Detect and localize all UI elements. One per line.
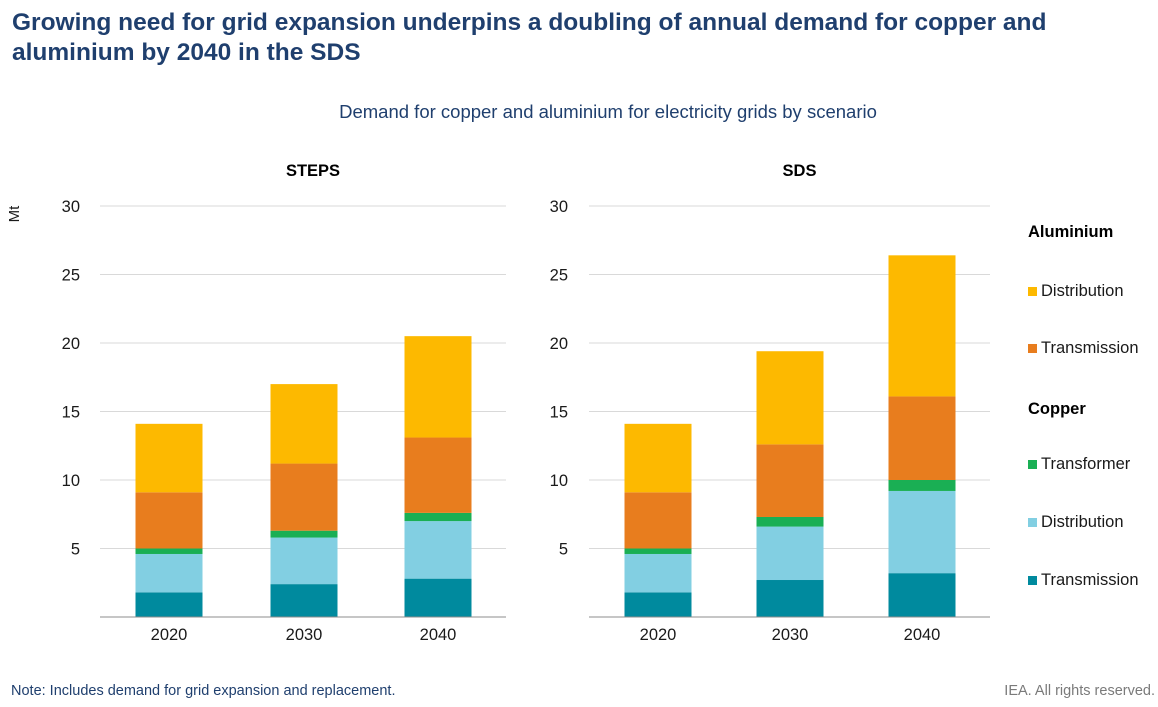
bar-sds-2040-copper-transformer [888,480,956,491]
legend-swatch-copper-transmission [1028,576,1037,585]
y-tick-label: 15 [550,404,568,422]
bar-steps-2030-aluminium-transmission [270,463,338,531]
bar-steps-2020-copper-transformer [135,548,203,554]
bar-sds-2030-copper-distribution [756,526,824,581]
x-tick-label: 2040 [420,626,457,644]
y-tick-label: 20 [550,335,568,353]
bar-steps-2040-copper-transformer [404,512,472,522]
legend-item-copper-transformer: Transformer [1028,455,1130,474]
y-tick-label: 15 [62,404,80,422]
bar-steps-2020-copper-distribution [135,553,203,593]
legend-label: Distribution [1041,513,1124,531]
y-axis-label: Mt [6,205,23,222]
bar-steps-2020-copper-transmission [135,592,203,617]
legend-label: Transformer [1041,455,1131,473]
bar-steps-2040-copper-transmission [404,578,472,617]
x-tick-label: 2020 [640,626,677,644]
x-tick-label: 2030 [286,626,323,644]
legend-swatch-aluminium-transmission [1028,344,1037,353]
bar-steps-2030-copper-transmission [270,584,338,617]
y-tick-label: 25 [550,267,568,285]
page-title: Growing need for grid expansion underpin… [12,9,1047,66]
legend-swatch-copper-transformer [1028,460,1037,469]
bar-sds-2040-aluminium-distribution [888,255,956,397]
x-tick-label: 2030 [772,626,809,644]
legend-item-copper-transmission: Transmission [1028,571,1139,590]
legend-swatch-copper-distribution [1028,518,1037,527]
footnote: Note: Includes demand for grid expansion… [11,683,396,699]
legend-item-copper-distribution: Distribution [1028,513,1124,532]
bar-sds-2030-aluminium-transmission [756,444,824,517]
x-tick-label: 2020 [151,626,188,644]
bar-sds-2020-aluminium-distribution [624,423,692,493]
chart-subtitle: Demand for copper and aluminium for elec… [339,101,877,122]
legend-label: Transmission [1041,571,1139,589]
legend-item-aluminium-distribution: Distribution [1028,282,1124,301]
panel-title-sds: SDS [783,162,817,180]
bar-sds-2020-copper-distribution [624,553,692,593]
legend-item-aluminium-transmission: Transmission [1028,339,1139,358]
y-tick-label: 30 [62,198,80,216]
copyright: IEA. All rights reserved. [1004,683,1155,699]
y-tick-label: 10 [62,472,80,490]
bar-sds-2040-copper-transmission [888,573,956,617]
bar-steps-2030-aluminium-distribution [270,384,338,464]
bar-sds-2020-copper-transformer [624,548,692,554]
legend-group-aluminium: Aluminium [1028,223,1114,241]
bar-steps-2040-aluminium-transmission [404,437,472,513]
y-tick-label: 10 [550,472,568,490]
bar-steps-2040-copper-distribution [404,521,472,579]
legend-swatch-aluminium-distribution [1028,287,1037,296]
y-tick-label: 5 [71,541,80,559]
bar-sds-2040-aluminium-transmission [888,396,956,480]
bar-sds-2030-copper-transformer [756,516,824,527]
bar-steps-2020-aluminium-transmission [135,492,203,549]
bar-steps-2040-aluminium-distribution [404,336,472,438]
bar-steps-2030-copper-distribution [270,537,338,585]
legend-label: Transmission [1041,339,1139,357]
bar-sds-2030-aluminium-distribution [756,351,824,445]
y-tick-label: 5 [559,541,568,559]
bar-steps-2030-copper-transformer [270,530,338,538]
bar-sds-2020-copper-transmission [624,592,692,617]
y-tick-label: 20 [62,335,80,353]
panel-title-steps: STEPS [286,162,340,180]
legend-group-copper: Copper [1028,400,1086,418]
bar-sds-2020-aluminium-transmission [624,492,692,549]
bar-steps-2020-aluminium-distribution [135,423,203,493]
y-tick-label: 30 [550,198,568,216]
legend-label: Distribution [1041,282,1124,300]
bar-sds-2030-copper-transmission [756,580,824,617]
bar-sds-2040-copper-distribution [888,490,956,574]
y-tick-label: 25 [62,267,80,285]
x-tick-label: 2040 [904,626,941,644]
